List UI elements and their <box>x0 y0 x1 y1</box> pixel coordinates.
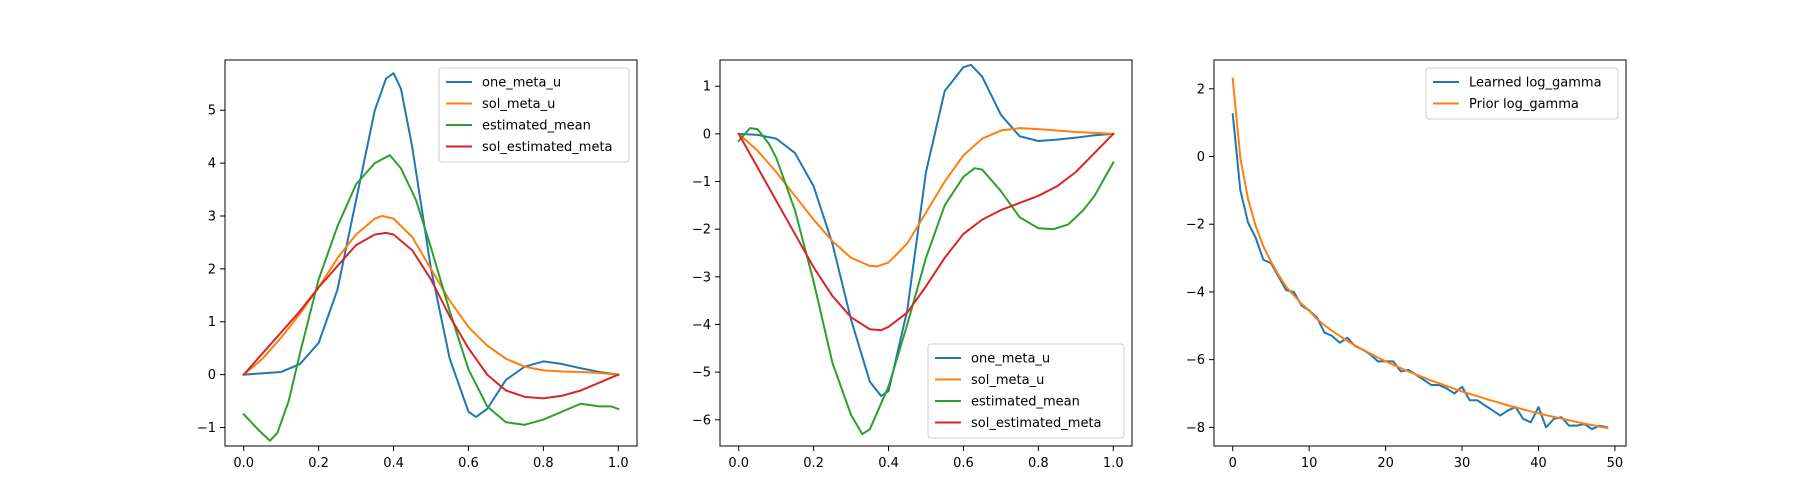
y-tick-label: 0 <box>208 368 216 383</box>
legend: one_meta_u sol_meta_u estimated_mean sol_es… <box>438 67 630 163</box>
y-tick-label: −6 <box>692 413 711 428</box>
legend-label: Prior log_gamma <box>1469 97 1579 112</box>
x-tick-label: 0.4 <box>878 456 899 471</box>
axes-frame <box>719 59 1133 447</box>
legend-label: estimated_mean <box>971 395 1080 410</box>
legend-label: sol_meta_u <box>971 373 1044 388</box>
x-tick-label: 1.0 <box>1103 456 1124 471</box>
axes-frame <box>1213 59 1627 447</box>
x-tick-label: 50 <box>1607 456 1624 471</box>
y-tick-label: 2 <box>1197 82 1205 97</box>
legend-box <box>438 67 630 163</box>
x-tick-label: 0.2 <box>803 456 824 471</box>
series-line-sol_meta_u <box>737 127 1115 268</box>
y-tick-label: 0 <box>703 127 711 142</box>
legend-label: one_meta_u <box>482 76 561 91</box>
y-tick-label: −2 <box>692 223 711 238</box>
y-tick-label: −8 <box>1186 421 1205 436</box>
y-tick-label: 2 <box>208 262 216 277</box>
x-tick-label: 1.0 <box>608 456 629 471</box>
y-tick-label: −3 <box>692 270 711 285</box>
series-line-estimated_mean <box>242 154 620 442</box>
y-tick-label: 0 <box>1197 150 1205 165</box>
series-line-one_meta_u <box>737 63 1115 397</box>
x-tick-label: 30 <box>1454 456 1471 471</box>
legend-label: sol_estimated_meta <box>482 140 613 155</box>
x-tick-label: 0 <box>1229 456 1237 471</box>
series-line-sol_estimated_meta <box>737 132 1115 332</box>
series-line-Learned log_gamma <box>1231 113 1609 431</box>
legend-label: Learned log_gamma <box>1469 76 1602 91</box>
y-tick-label: 5 <box>208 104 216 119</box>
x-tick-label: 0.0 <box>728 456 749 471</box>
y-tick-label: 3 <box>208 209 216 224</box>
y-tick-label: 4 <box>208 157 216 172</box>
legend: one_meta_u sol_meta_u estimated_mean sol_es… <box>927 343 1125 439</box>
x-tick-label: 0.8 <box>533 456 554 471</box>
x-tick-label: 0.2 <box>308 456 329 471</box>
series-line-estimated_mean <box>737 127 1115 436</box>
legend-label: sol_estimated_meta <box>971 416 1102 431</box>
chart-panel-2: 0.0 0.2 0.4 0.6 0.8 1.0 −6 −5 −4 −3 −2 −1 0 1 one_meta… <box>692 59 1133 471</box>
y-tick-label: 1 <box>208 315 216 330</box>
series-line-Prior log_gamma <box>1231 77 1609 430</box>
legend: Learned log_gamma Prior log_gamma <box>1425 67 1619 120</box>
y-tick-label: −5 <box>692 366 711 381</box>
x-tick-label: 0.0 <box>233 456 254 471</box>
legend-label: estimated_mean <box>482 119 591 134</box>
x-tick-label: 0.8 <box>1028 456 1049 471</box>
y-tick-label: 1 <box>703 80 711 95</box>
x-tick-label: 20 <box>1377 456 1394 471</box>
x-tick-label: 40 <box>1530 456 1547 471</box>
legend-box <box>1425 67 1619 120</box>
y-tick-label: −1 <box>197 421 216 436</box>
legend-label: sol_meta_u <box>482 97 555 112</box>
series-line-sol_estimated_meta <box>242 231 620 400</box>
y-tick-label: −4 <box>1186 285 1205 300</box>
x-tick-label: 0.6 <box>953 456 974 471</box>
y-tick-label: −4 <box>692 318 711 333</box>
axes-frame <box>224 59 638 447</box>
chart-panel-3: 0 10 20 30 40 50 −8 −6 −4 −2 0 2 Learned log_gamma Pr… <box>1186 59 1627 471</box>
legend-box <box>927 343 1125 439</box>
y-tick-label: −6 <box>1186 353 1205 368</box>
x-tick-label: 0.4 <box>383 456 404 471</box>
y-tick-label: −1 <box>692 175 711 190</box>
y-tick-label: −2 <box>1186 218 1205 233</box>
x-tick-label: 0.6 <box>458 456 479 471</box>
chart-panel-1: 0.0 0.2 0.4 0.6 0.8 1.0 −1 0 1 2 3 4 5 one_meta_u sol_… <box>197 59 638 471</box>
x-tick-label: 10 <box>1301 456 1318 471</box>
legend-label: one_meta_u <box>971 352 1050 367</box>
